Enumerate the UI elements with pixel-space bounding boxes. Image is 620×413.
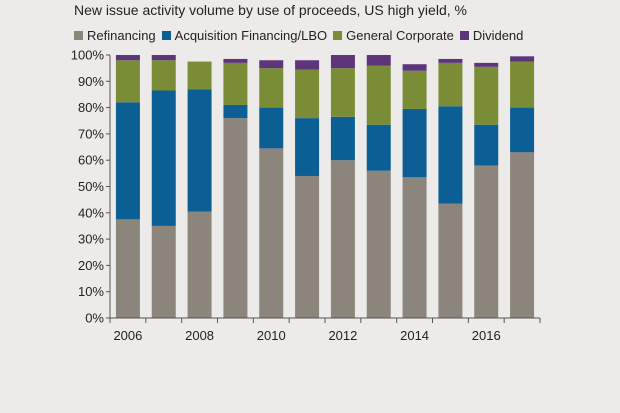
bar-segment-2010-general-corporate [259, 68, 284, 108]
bar-segment-2008-acquisition-financing-lbo [187, 89, 212, 212]
bar-segment-2010-refinancing [259, 148, 284, 318]
legend-item-refinancing: Refinancing [74, 28, 156, 43]
bar-segment-2016-general-corporate [474, 66, 499, 125]
bar-segment-2009-dividend [223, 58, 248, 63]
bar-segment-2010-dividend [259, 60, 284, 69]
bar-segment-2007-general-corporate [151, 60, 176, 91]
legend-swatch-dividend [459, 31, 469, 40]
legend-label-dividend: Dividend [472, 28, 524, 43]
bar-segment-2012-acquisition-financing-lbo [330, 116, 355, 161]
chart-legend: Refinancing Acquisition Financing/LBO Ge… [74, 28, 529, 43]
y-tick-label: 50% [78, 179, 104, 194]
bar-segment-2012-refinancing [330, 160, 355, 318]
bar-segment-2007-dividend [151, 55, 176, 61]
bar-segment-2017-refinancing [510, 152, 535, 318]
bar-segment-2012-general-corporate [330, 68, 355, 117]
bar-segment-2016-acquisition-financing-lbo [474, 124, 499, 166]
bar-segment-2013-acquisition-financing-lbo [366, 124, 391, 171]
bar-segment-2008-refinancing [187, 211, 212, 318]
y-tick-label: 100% [71, 48, 105, 63]
bar-segment-2009-acquisition-financing-lbo [223, 104, 248, 119]
bar-segment-2006-dividend [115, 55, 140, 61]
bar-segment-2016-dividend [474, 62, 499, 67]
y-tick-label: 30% [78, 232, 104, 247]
legend-label-general-corporate: General Corporate [346, 28, 454, 43]
legend-label-refinancing: Refinancing [87, 28, 156, 43]
bar-segment-2013-dividend [366, 55, 391, 66]
legend-item-acquisition: Acquisition Financing/LBO [161, 28, 328, 43]
x-tick-label: 2012 [328, 328, 357, 343]
bar-segment-2014-general-corporate [402, 70, 427, 109]
x-tick-label: 2014 [400, 328, 429, 343]
x-tick-label: 2008 [185, 328, 214, 343]
bar-segment-2014-refinancing [402, 177, 427, 318]
legend-swatch-general-corporate [333, 31, 343, 40]
legend-swatch-refinancing [74, 31, 83, 40]
bar-segment-2008-general-corporate [187, 61, 212, 90]
bar-segment-2016-refinancing [474, 165, 499, 318]
y-tick-label: 90% [78, 74, 104, 89]
bar-segment-2011-acquisition-financing-lbo [295, 118, 320, 176]
bar-segment-2013-refinancing [366, 170, 391, 318]
y-tick-label: 0% [85, 311, 104, 326]
bar-segment-2015-dividend [438, 58, 463, 63]
chart-title: New issue activity volume by use of proc… [74, 2, 467, 18]
bar-segment-2009-general-corporate [223, 62, 248, 105]
bar-segment-2010-acquisition-financing-lbo [259, 107, 284, 149]
bar-segment-2012-dividend [330, 55, 355, 69]
legend-swatch-acquisition [161, 31, 171, 40]
legend-item-general-corporate: General Corporate [333, 28, 454, 43]
bar-segment-2014-dividend [402, 64, 427, 71]
legend-label-acquisition: Acquisition Financing/LBO [174, 28, 328, 43]
bar-segment-2014-acquisition-financing-lbo [402, 108, 427, 178]
bar-segment-2013-general-corporate [366, 65, 391, 125]
bar-segment-2006-acquisition-financing-lbo [115, 102, 140, 220]
bar-segment-2006-general-corporate [115, 60, 140, 103]
bar-segment-2007-acquisition-financing-lbo [151, 90, 176, 226]
y-tick-label: 10% [78, 284, 104, 299]
bar-segment-2017-dividend [510, 56, 535, 62]
bar-segment-2015-acquisition-financing-lbo [438, 106, 463, 204]
y-tick-label: 40% [78, 205, 104, 220]
bar-segment-2017-acquisition-financing-lbo [510, 107, 535, 153]
y-tick-label: 20% [78, 258, 104, 273]
x-tick-label: 2016 [472, 328, 501, 343]
bar-segment-2006-refinancing [115, 219, 140, 319]
legend-item-dividend: Dividend [459, 28, 524, 43]
bar-segment-2007-refinancing [151, 225, 176, 318]
bar-segment-2011-dividend [295, 60, 320, 70]
y-tick-label: 80% [78, 100, 104, 115]
bar-segment-2015-refinancing [438, 203, 463, 318]
y-tick-label: 70% [78, 126, 104, 141]
x-tick-label: 2010 [257, 328, 286, 343]
y-tick-label: 60% [78, 153, 104, 168]
bar-segment-2011-general-corporate [295, 69, 320, 119]
bar-segment-2015-general-corporate [438, 62, 463, 107]
bar-segment-2011-refinancing [295, 175, 320, 318]
bar-segment-2009-refinancing [223, 118, 248, 319]
bar-segment-2017-general-corporate [510, 61, 535, 108]
x-tick-label: 2006 [113, 328, 142, 343]
